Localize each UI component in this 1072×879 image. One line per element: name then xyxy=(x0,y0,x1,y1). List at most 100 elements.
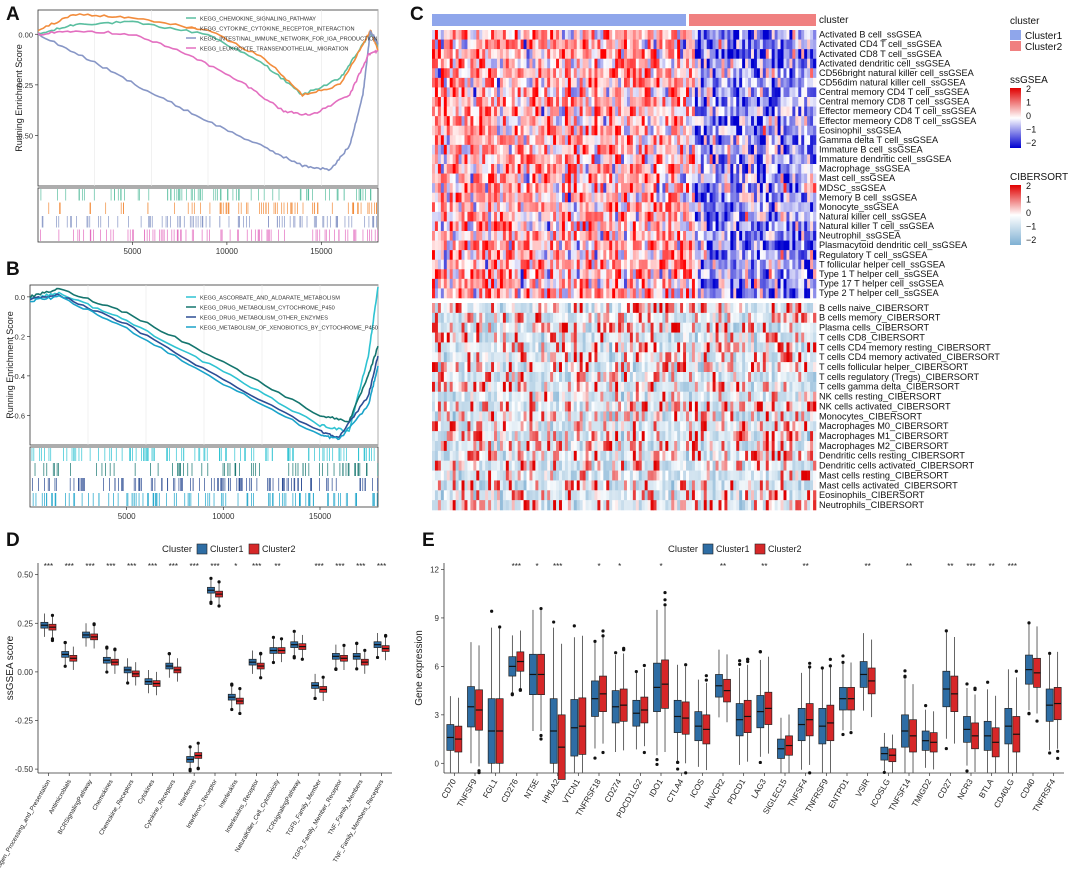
heatmap-cell xyxy=(561,97,566,107)
heatmap-cell xyxy=(730,116,734,127)
heatmap-cell xyxy=(452,68,456,79)
heatmap-cell xyxy=(526,240,530,251)
heatmap-cell xyxy=(550,183,554,194)
heatmap-cell xyxy=(443,192,448,203)
heatmap-cell xyxy=(795,250,799,261)
heatmap-cell xyxy=(680,164,684,174)
heatmap-cell xyxy=(482,240,486,251)
heatmap-cell xyxy=(810,68,814,79)
heatmap-cell xyxy=(688,30,693,40)
heatmap-cell xyxy=(724,303,728,314)
heatmap-cell xyxy=(748,192,752,203)
heatmap-cell xyxy=(748,87,752,98)
heatmap-cell xyxy=(511,202,515,213)
heatmap-cell xyxy=(745,211,749,222)
heatmap-cell xyxy=(556,240,560,251)
heatmap-cell xyxy=(544,30,548,40)
heatmap-cell xyxy=(576,39,580,50)
heatmap-cell xyxy=(724,77,728,88)
heatmap-cell xyxy=(603,39,607,50)
heatmap-cell xyxy=(798,211,802,222)
heatmap-cell xyxy=(437,322,442,333)
heatmap-cell xyxy=(662,58,666,69)
heatmap-cell xyxy=(724,135,728,146)
heatmap-cell xyxy=(680,58,684,69)
heatmap-cell xyxy=(783,259,787,270)
heatmap-cell xyxy=(665,312,669,324)
heatmap-cell xyxy=(502,106,507,117)
heatmap-cell xyxy=(482,231,486,241)
heatmap-cell xyxy=(437,250,442,261)
heatmap-cell xyxy=(588,183,592,194)
heatmap-cell xyxy=(597,278,601,289)
heatmap-cell xyxy=(432,49,436,60)
heatmap-cell xyxy=(668,278,672,289)
heatmap-cell xyxy=(745,30,749,40)
heatmap-cell xyxy=(559,322,563,333)
heatmap-cell xyxy=(810,322,814,333)
heatmap-cell xyxy=(688,202,693,213)
heatmap-cell xyxy=(709,240,713,251)
heatmap-cell xyxy=(715,125,719,136)
heatmap-cell xyxy=(535,97,539,107)
heatmap-cell xyxy=(677,202,681,213)
heatmap-cell xyxy=(502,164,507,174)
heatmap-cell xyxy=(452,288,456,299)
heatmap-cell xyxy=(653,183,657,194)
heatmap-cell xyxy=(624,221,628,232)
heatmap-cell xyxy=(771,135,775,146)
heatmap-cell xyxy=(641,173,645,184)
heatmap-cell xyxy=(668,106,672,117)
heatmap-cell xyxy=(804,30,808,40)
heatmap-cell xyxy=(496,192,501,203)
heatmap-cell xyxy=(653,49,657,60)
heatmap-cell xyxy=(768,77,772,88)
heatmap-cell xyxy=(659,154,663,165)
heatmap-cell xyxy=(733,231,737,241)
heatmap-cell xyxy=(798,240,802,251)
heatmap-cell xyxy=(718,211,722,222)
heatmap-cell xyxy=(494,250,498,261)
heatmap-cell xyxy=(783,278,787,289)
heatmap-cell xyxy=(813,332,817,343)
heatmap-cell xyxy=(700,221,705,232)
heatmap-cell xyxy=(461,97,465,107)
heatmap-cell xyxy=(624,303,628,314)
heatmap-cell xyxy=(517,231,521,241)
heatmap-cell xyxy=(579,39,583,50)
heatmap-cell xyxy=(733,183,737,194)
heatmap-cell xyxy=(591,125,595,136)
heatmap-cell xyxy=(626,259,631,270)
heatmap-cell xyxy=(801,68,805,79)
heatmap-cell xyxy=(804,77,808,88)
heatmap-cell xyxy=(665,303,669,314)
heatmap-cell xyxy=(724,39,728,50)
heatmap-cell xyxy=(494,288,498,299)
heatmap-cell xyxy=(488,259,492,270)
heatmap-cell xyxy=(668,97,672,107)
heatmap-cell xyxy=(780,49,784,60)
heatmap-cell xyxy=(748,269,752,280)
heatmap-cell xyxy=(523,332,527,343)
heatmap-cell xyxy=(751,221,755,232)
heatmap-cell xyxy=(479,77,483,88)
heatmap-cell xyxy=(712,116,716,127)
heatmap-cell xyxy=(762,278,767,289)
heatmap-cell xyxy=(446,154,451,165)
heatmap-cell xyxy=(736,278,740,289)
heatmap-cell xyxy=(753,312,758,324)
heatmap-cell xyxy=(612,135,616,146)
heatmap-cell xyxy=(632,192,637,203)
heatmap-cell xyxy=(609,240,613,251)
heatmap-cell xyxy=(526,97,530,107)
heatmap-cell xyxy=(626,342,631,353)
heatmap-cell xyxy=(795,192,799,203)
heatmap-cell xyxy=(650,211,654,222)
heatmap-cell xyxy=(514,332,518,343)
heatmap-cell xyxy=(706,231,710,241)
heatmap-cell xyxy=(792,106,796,117)
heatmap-cell xyxy=(804,183,808,194)
heatmap-cell xyxy=(603,240,607,251)
heatmap-cell xyxy=(632,322,637,333)
heatmap-cell xyxy=(680,312,684,324)
